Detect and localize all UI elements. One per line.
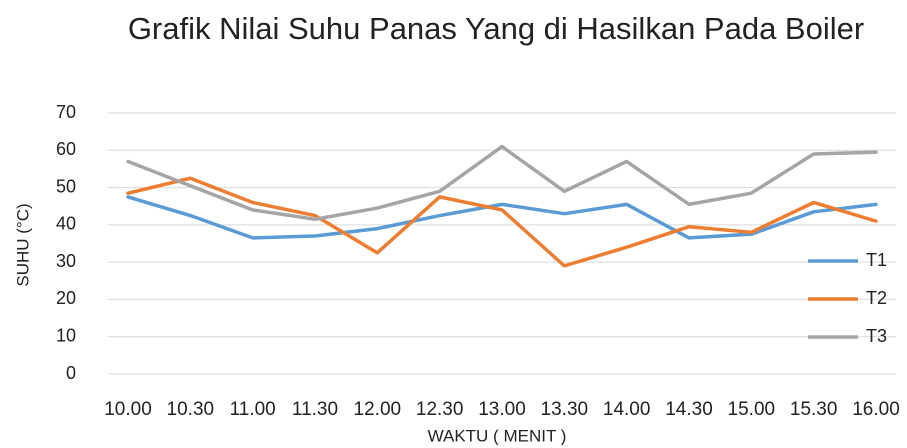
y-tick-label: 20 [56, 288, 76, 308]
x-tick-label: 14.30 [665, 399, 713, 420]
y-tick-label: 40 [56, 214, 76, 234]
series-line [126, 195, 878, 240]
x-axis-label: WAKTU ( MENIT ) [428, 426, 567, 445]
x-tick-label: 11.30 [292, 399, 338, 420]
y-tick-label: 0 [66, 363, 76, 383]
x-tick-label: 13.00 [478, 399, 526, 420]
y-tick-label: 60 [56, 139, 76, 159]
legend-label: T1 [866, 250, 887, 270]
y-tick-label: 10 [56, 325, 76, 345]
legend-label: T2 [866, 288, 887, 308]
legend-label: T3 [866, 326, 887, 346]
series-line [126, 144, 878, 222]
x-tick-label: 13.30 [541, 399, 589, 420]
x-tick-label: 10.00 [104, 399, 152, 420]
series-line [126, 176, 878, 268]
x-tick-label: 15.30 [790, 399, 838, 420]
y-tick-label: 30 [56, 251, 76, 271]
x-tick-label: 12.30 [416, 399, 464, 420]
x-tick-label: 14.00 [603, 399, 651, 420]
y-tick-label: 50 [56, 176, 76, 196]
x-tick-label: 10.30 [167, 399, 215, 420]
x-tick-label: 11.00 [230, 399, 276, 420]
y-tick-label: 70 [56, 102, 76, 122]
y-axis-label: SUHU (°C) [13, 203, 32, 286]
chart-title: Grafik Nilai Suhu Panas Yang di Hasilkan… [127, 11, 865, 46]
x-tick-label: 12.00 [354, 399, 402, 420]
x-tick-label: 16.00 [852, 399, 900, 420]
x-tick-label: 15.00 [728, 399, 776, 420]
